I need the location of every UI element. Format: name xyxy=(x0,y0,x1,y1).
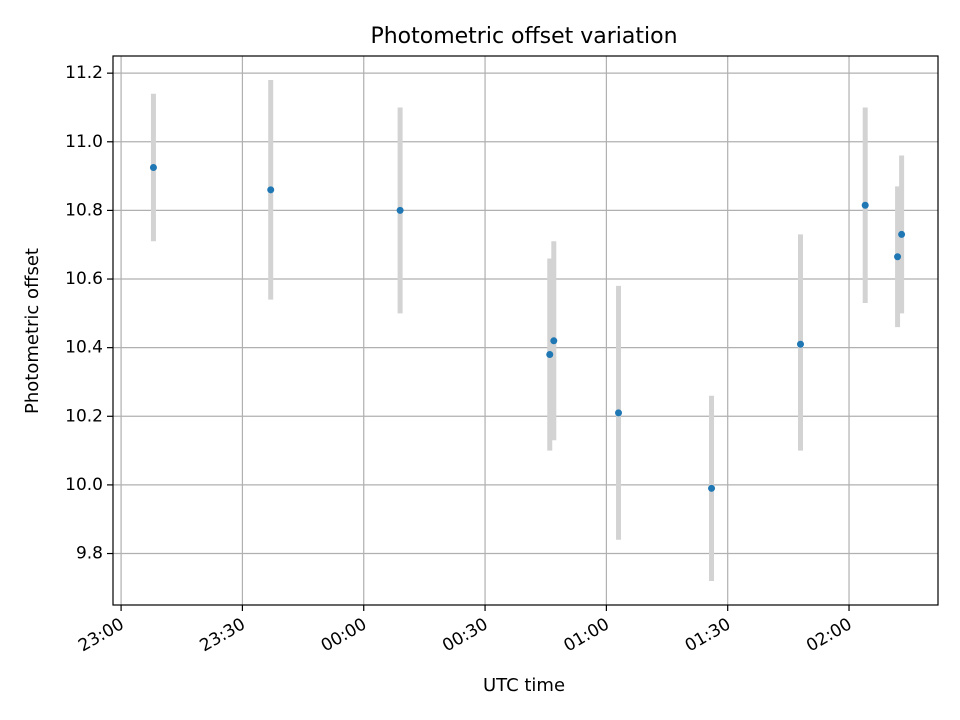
y-tick-label: 10.2 xyxy=(65,406,103,426)
x-tick-label: 00:00 xyxy=(318,614,370,656)
errorbars xyxy=(150,80,905,581)
x-tick-label: 23:30 xyxy=(196,614,248,656)
data-point xyxy=(797,340,804,348)
data-points xyxy=(149,164,906,492)
plot-frame xyxy=(112,55,939,606)
y-tick-label: 9.8 xyxy=(76,544,103,564)
y-axis-label: Photometric offset xyxy=(22,248,43,414)
data-point xyxy=(615,409,623,417)
chart-title: Photometric offset variation xyxy=(370,24,677,49)
y-tick-label: 10.6 xyxy=(65,269,103,289)
data-point xyxy=(708,484,716,492)
data-point xyxy=(894,253,902,261)
x-tick-label: 00:30 xyxy=(439,614,491,656)
data-point xyxy=(550,337,558,345)
data-point xyxy=(861,201,869,209)
y-tick-label: 11.2 xyxy=(65,63,103,83)
grid xyxy=(113,56,938,605)
y-tick-label: 10.0 xyxy=(65,475,103,495)
y-tick-label: 11.0 xyxy=(65,132,103,152)
y-axis-ticks: 9.8 10.0 10.2 10.4 10.6 10.8 11.0 11.2 xyxy=(65,63,113,564)
data-point xyxy=(396,206,404,214)
y-tick-label: 10.8 xyxy=(65,200,103,220)
x-tick-label: 23:00 xyxy=(75,614,127,656)
y-tick-label: 10.4 xyxy=(65,338,103,358)
x-tick-label: 01:00 xyxy=(560,614,612,656)
x-tick-label: 02:00 xyxy=(803,614,855,656)
x-axis-label: UTC time xyxy=(483,675,565,696)
data-point xyxy=(546,351,554,359)
data-point xyxy=(149,164,157,172)
data-point xyxy=(267,186,275,194)
data-point xyxy=(898,230,906,238)
x-axis-ticks: 23:00 23:30 00:00 00:30 01:00 01:30 02:00 xyxy=(75,605,856,656)
x-tick-label: 01:30 xyxy=(682,614,734,656)
